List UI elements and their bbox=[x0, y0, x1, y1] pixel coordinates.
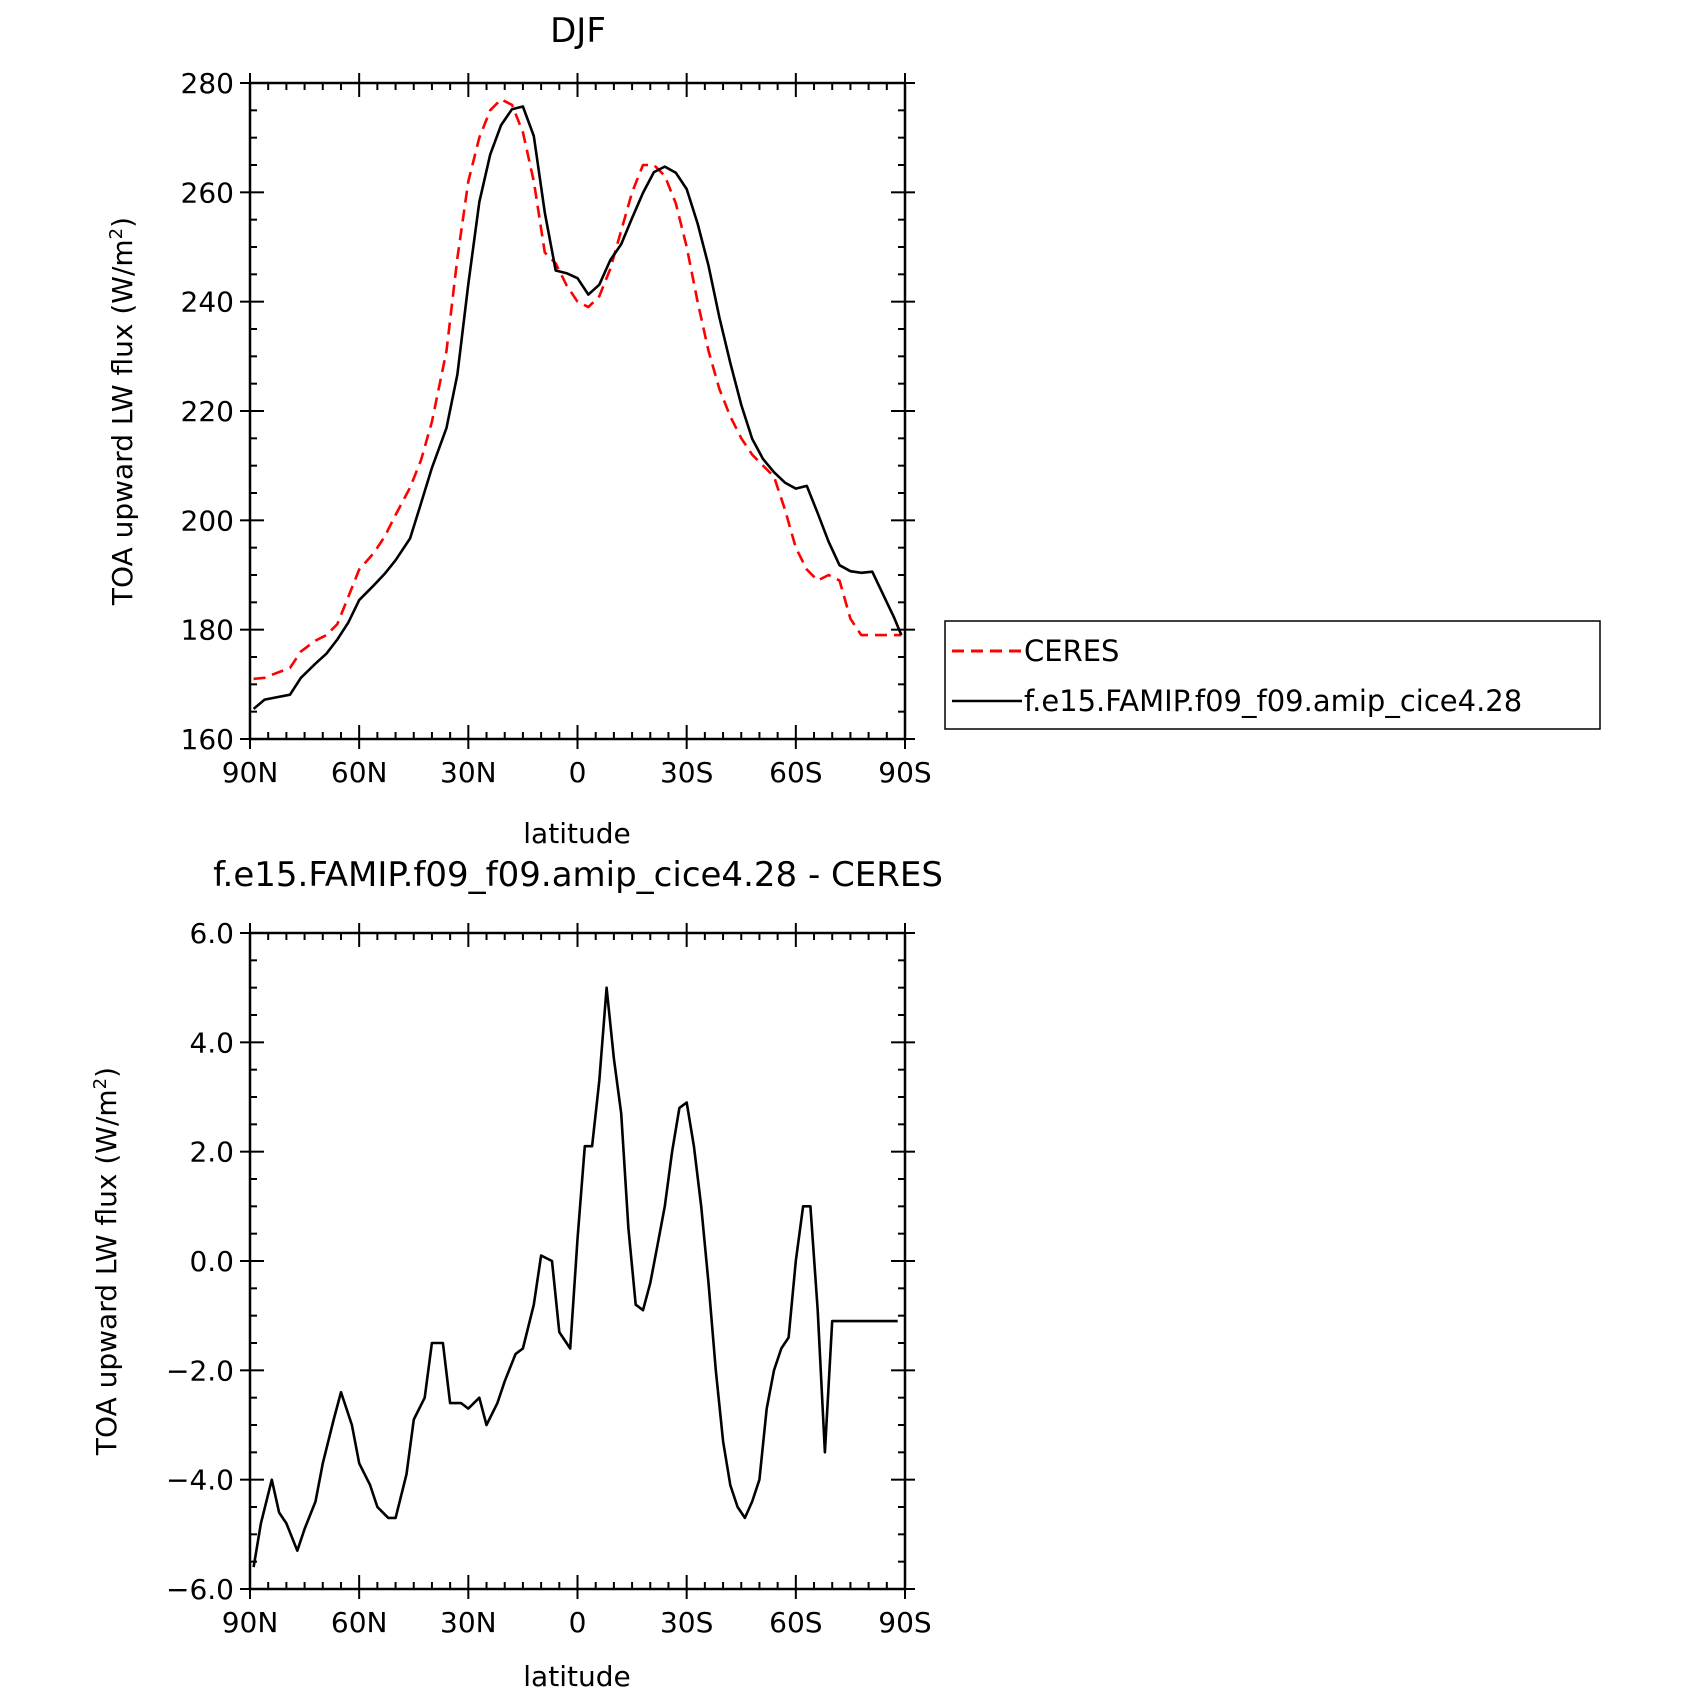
bottom-y-label-main: TOA upward LW flux (W/m bbox=[90, 1089, 123, 1456]
top-x-tick-label: 30S bbox=[660, 756, 713, 789]
bottom-y-label-end: ) bbox=[90, 1067, 123, 1078]
top-y-axis-label: TOA upward LW flux (W/m2) bbox=[106, 217, 140, 606]
bottom-y-tick-label: 4.0 bbox=[189, 1026, 234, 1059]
bottom-y-tick-label: −4.0 bbox=[166, 1464, 234, 1497]
bottom-x-tick-label: 90S bbox=[878, 1606, 931, 1639]
bottom-axis-ticks bbox=[240, 923, 915, 1599]
top-x-tick-label: 60N bbox=[331, 756, 388, 789]
top-y-tick-label: 240 bbox=[181, 286, 234, 319]
bottom-x-tick-label: 0 bbox=[569, 1606, 587, 1639]
top-x-tick-label: 0 bbox=[569, 756, 587, 789]
bottom-x-tick-label: 60N bbox=[331, 1606, 388, 1639]
top-y-tick-label: 180 bbox=[181, 614, 234, 647]
bottom-y-tick-label: −6.0 bbox=[166, 1573, 234, 1606]
bottom-chart-title: f.e15.FAMIP.f09_f09.amip_cice4.28 - CERE… bbox=[213, 855, 943, 895]
bottom-plot-frame bbox=[248, 931, 907, 1591]
bottom-series-lines bbox=[252, 986, 898, 1568]
top-y-tick-label: 260 bbox=[181, 176, 234, 209]
bottom-y-tick-labels: −6.0 −4.0 −2.0 0.0 2.0 4.0 6.0 bbox=[166, 917, 234, 1606]
top-y-tick-label: 200 bbox=[181, 504, 234, 537]
top-x-axis-label: latitude bbox=[523, 817, 630, 850]
legend-label-ceres: CERES bbox=[1024, 634, 1119, 668]
bottom-x-tick-label: 30N bbox=[440, 1606, 497, 1639]
top-axis-ticks bbox=[240, 73, 915, 749]
top-y-tick-labels: 160 180 200 220 240 260 280 bbox=[181, 67, 234, 756]
top-y-tick-label: 160 bbox=[181, 723, 234, 756]
legend-box bbox=[944, 620, 1601, 730]
bottom-x-tick-labels: 90N 60N 30N 0 30S 60S 90S bbox=[222, 1606, 932, 1639]
top-series-line-0 bbox=[253, 98, 902, 681]
bottom-y-tick-label: −2.0 bbox=[166, 1354, 234, 1387]
top-y-label-end: ) bbox=[106, 217, 139, 228]
bottom-x-axis-label: latitude bbox=[523, 1660, 630, 1691]
legend-label-model: f.e15.FAMIP.f09_f09.amip_cice4.28 bbox=[1024, 684, 1522, 718]
top-y-tick-label: 220 bbox=[181, 395, 234, 428]
bottom-y-tick-label: 6.0 bbox=[189, 917, 234, 950]
bottom-x-tick-label: 30S bbox=[660, 1606, 713, 1639]
top-y-label-main: TOA upward LW flux (W/m bbox=[106, 239, 139, 606]
top-x-tick-label: 90S bbox=[878, 756, 931, 789]
top-series-line-1 bbox=[252, 105, 903, 710]
top-x-tick-label: 30N bbox=[440, 756, 497, 789]
top-plot-frame bbox=[248, 81, 907, 741]
legend: CERES f.e15.FAMIP.f09_f09.amip_cice4.28 bbox=[944, 620, 1601, 730]
bottom-y-axis-label: TOA upward LW flux (W/m2) bbox=[90, 1067, 124, 1456]
bottom-y-tick-label: 2.0 bbox=[189, 1136, 234, 1169]
bottom-y-tick-label: 0.0 bbox=[189, 1245, 234, 1278]
top-chart-title: DJF bbox=[550, 11, 606, 51]
top-panel: DJF 90N 60N 30N 0 30S 60S 90S 160 180 200 220 240 2… bbox=[106, 11, 1601, 850]
bottom-x-tick-label: 60S bbox=[769, 1606, 822, 1639]
top-x-tick-label: 90N bbox=[222, 756, 279, 789]
top-y-tick-label: 280 bbox=[181, 67, 234, 100]
top-x-tick-labels: 90N 60N 30N 0 30S 60S 90S bbox=[222, 756, 932, 789]
top-y-label-superscript: 2 bbox=[106, 228, 127, 239]
bottom-series-line-0 bbox=[252, 986, 898, 1568]
bottom-panel: f.e15.FAMIP.f09_f09.amip_cice4.28 - CERE… bbox=[90, 855, 943, 1691]
bottom-y-label-superscript: 2 bbox=[90, 1078, 111, 1089]
bottom-x-tick-label: 90N bbox=[222, 1606, 279, 1639]
top-x-tick-label: 60S bbox=[769, 756, 822, 789]
top-series-lines bbox=[252, 98, 903, 710]
